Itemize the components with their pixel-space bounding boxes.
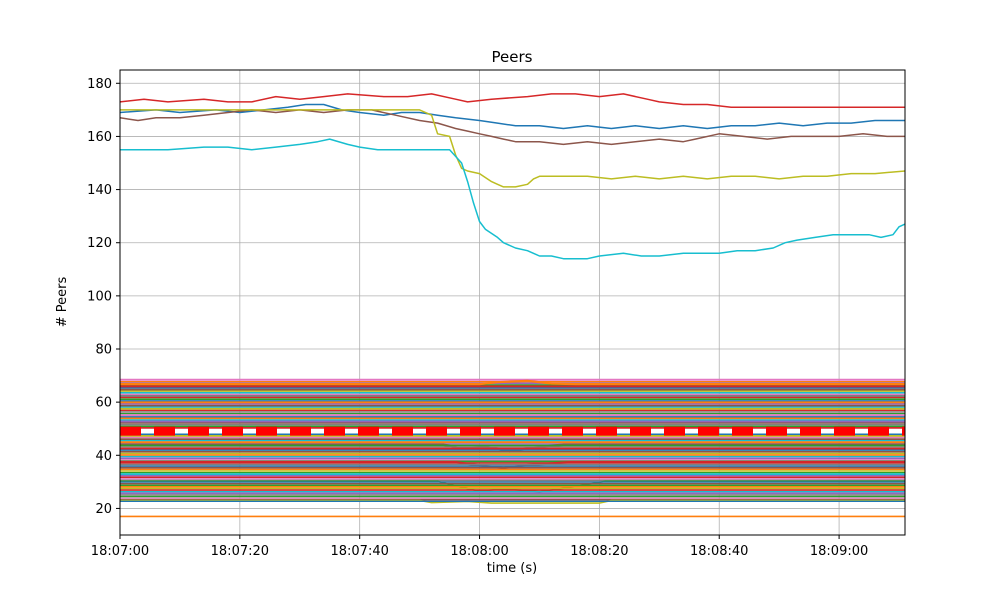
y-axis-label: # Peers (55, 277, 70, 328)
x-tick-label: 18:07:00 (91, 544, 149, 559)
y-tick-label: 20 (95, 502, 112, 517)
band-line (120, 379, 905, 386)
y-tick-label: 60 (95, 396, 112, 411)
y-tick-label: 160 (87, 130, 112, 145)
x-axis-label: time (s) (487, 561, 537, 576)
series-line-brown (119, 109, 905, 146)
y-tick-label: 100 (87, 289, 112, 304)
series-line-red (119, 93, 905, 108)
y-tick-label: 40 (95, 449, 112, 464)
x-tick-label: 18:08:40 (690, 544, 748, 559)
series-line-cyan (120, 138, 906, 260)
chart-title: Peers (492, 48, 533, 66)
plot-border (119, 69, 906, 536)
band-lines-layer (120, 378, 905, 518)
tick-layer: 18:07:00 18:07:20 18:07:40 18:08:00 18:08:20… (87, 77, 868, 559)
y-tick-label: 120 (87, 236, 112, 251)
x-tick-label: 18:07:20 (211, 544, 269, 559)
x-tick-label: 18:08:00 (450, 544, 508, 559)
x-tick-label: 18:07:40 (330, 544, 388, 559)
series-line-olive (120, 109, 906, 188)
x-tick-label: 18:08:20 (570, 544, 628, 559)
y-tick-label: 140 (87, 183, 112, 198)
plot-frame-layer (119, 69, 906, 536)
series-lines-layer (119, 93, 906, 260)
y-tick-label: 180 (87, 77, 112, 92)
y-tick-label: 80 (95, 343, 112, 358)
series-line-blue (119, 103, 905, 130)
x-tick-label: 18:09:00 (810, 544, 868, 559)
